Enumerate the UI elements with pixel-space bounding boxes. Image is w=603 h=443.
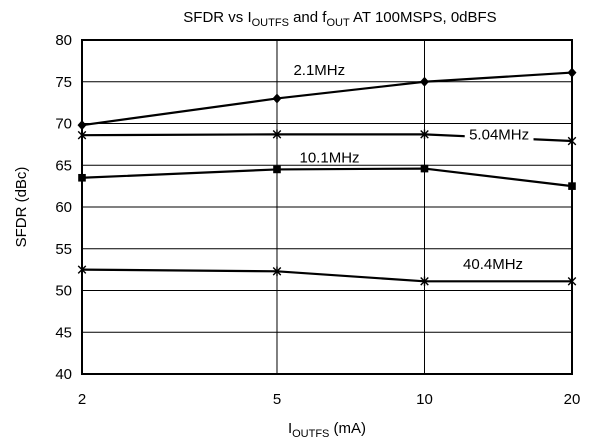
x-tick-label: 10 [416, 391, 433, 408]
series-label: 5.04MHz [469, 126, 529, 143]
y-tick-label: 60 [55, 199, 72, 216]
y-tick-labels: 40 45 50 55 60 65 70 75 80 [55, 32, 72, 383]
series-label: 10.1MHz [300, 150, 360, 167]
data-point-diamond [419, 76, 429, 87]
x-axis-label-sub: OUTFS [292, 428, 329, 440]
x-tick-label: 20 [564, 391, 581, 408]
y-tick-label: 50 [55, 283, 72, 300]
series-lines: 2.1MHz 5.04MHz 10.1MHz 40.4MHz [77, 62, 577, 287]
data-point-square [420, 164, 429, 173]
grid [82, 40, 572, 374]
chart-title: SFDR vs IOUTFS and fOUT AT 100MSPS, 0dBF… [183, 9, 496, 29]
x-axis-label: IOUTFS (mA) [288, 420, 366, 440]
x-axis-label-main: I [288, 420, 292, 437]
x-axis-label-suffix: (mA) [329, 420, 366, 437]
series-line [81, 71, 573, 127]
chart-title-sub2: OUT [326, 17, 350, 29]
series-40.4MHz: 40.4MHz [77, 256, 577, 287]
series-label-background [464, 125, 534, 144]
y-axis-label: SFDR (dBc) [13, 167, 30, 248]
plot-frame [81, 39, 573, 375]
chart-title-prefix: SFDR vs I [183, 9, 251, 26]
series-line [81, 268, 572, 283]
x-tick-label: 2 [78, 391, 86, 408]
data-point-diamond [272, 93, 282, 104]
data-point-star [272, 129, 282, 140]
x-tick-labels: 2 5 10 20 [78, 391, 581, 408]
series-5.04MHz: 5.04MHz [77, 125, 577, 146]
series-label: 2.1MHz [293, 62, 345, 79]
chart-title-mid: and f [289, 9, 327, 26]
y-tick-label: 70 [55, 116, 72, 133]
series-label: 40.4MHz [463, 256, 523, 273]
y-tick-label: 55 [55, 241, 72, 258]
y-tick-label: 80 [55, 32, 72, 49]
data-point-square [273, 165, 281, 174]
y-tick-label: 45 [55, 324, 72, 341]
chart-title-sub1: OUTFS [252, 17, 289, 29]
data-point-star [272, 266, 282, 277]
data-point-star [420, 129, 429, 140]
data-point-star [420, 276, 429, 287]
x-tick-label: 5 [273, 391, 281, 408]
series-line [81, 167, 573, 188]
y-tick-label: 75 [55, 74, 72, 91]
y-tick-label: 65 [55, 157, 72, 174]
chart-title-suffix: AT 100MSPS, 0dBFS [350, 9, 497, 26]
y-tick-label: 40 [55, 366, 72, 383]
